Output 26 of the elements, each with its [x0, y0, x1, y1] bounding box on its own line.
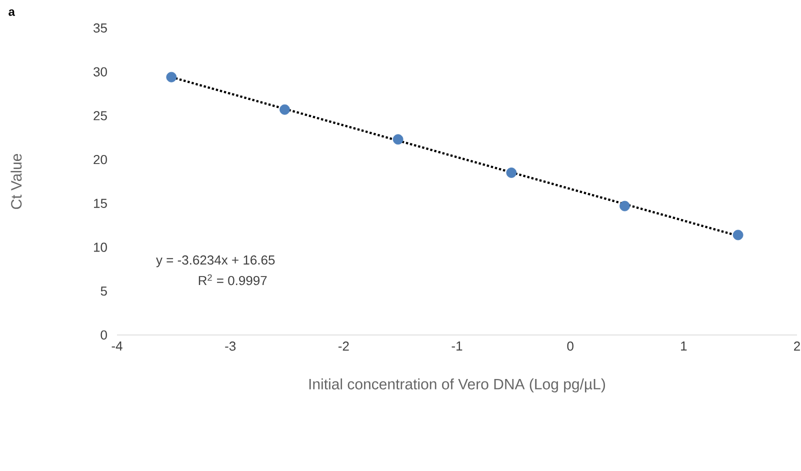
point [620, 200, 630, 212]
y-axis-title: Ct Value [10, 154, 22, 209]
x-tick-label: -2 [338, 342, 349, 351]
x-tick-label: -4 [112, 342, 122, 350]
y-tick-label: 30 [94, 67, 107, 76]
point [280, 104, 290, 115]
point [166, 72, 177, 82]
x-tick-label: 1 [681, 342, 687, 350]
y-tick-label: 5 [100, 286, 107, 296]
x-tick-label: -1 [452, 342, 462, 350]
x-tick-label: 0 [567, 342, 574, 351]
point [732, 230, 744, 240]
point [392, 134, 404, 145]
annotation: y = -3.6234x + 16.65 [156, 255, 275, 268]
text: a [8, 9, 16, 16]
y-tick-label: 35 [94, 23, 107, 33]
point [506, 168, 517, 178]
y-tick-label: 10 [94, 242, 107, 252]
x-axis-title: Initial concentration of Vero DNA (Log pg/µL) [309, 378, 605, 392]
y-tick-label: 0 [100, 330, 107, 340]
y-tick-label: 20 [94, 154, 107, 164]
y-tick-label: 25 [94, 111, 107, 120]
x-tick-label: -3 [225, 342, 236, 351]
y-tick-label: 15 [94, 198, 107, 208]
annotation: R$^{2}$ = 0.9997 [198, 274, 267, 286]
x-tick-label: 2 [794, 342, 800, 351]
